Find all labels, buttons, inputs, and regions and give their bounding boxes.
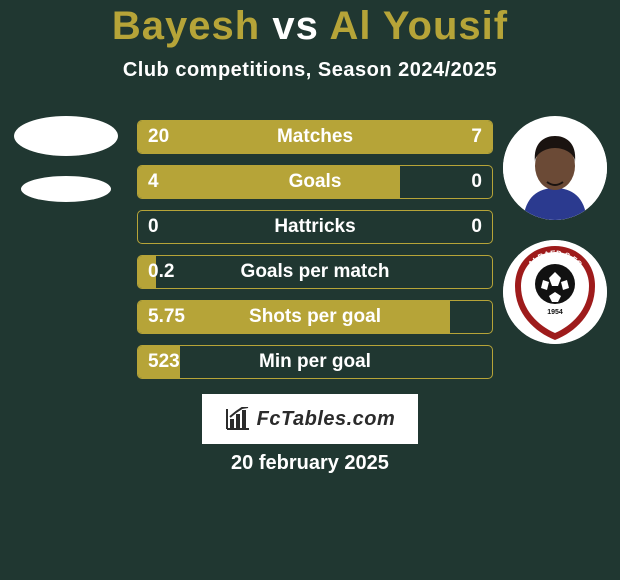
stat-row: 40Goals xyxy=(137,165,493,199)
stat-label: Min per goal xyxy=(138,346,492,378)
subtitle: Club competitions, Season 2024/2025 xyxy=(0,59,620,82)
branding-badge: FcTables.com xyxy=(202,394,418,444)
title-vs: vs xyxy=(260,4,329,48)
title-left: Bayesh xyxy=(112,4,260,48)
club-crest-icon: 1954 ALRAED S.FC xyxy=(503,240,607,344)
club-crest-right: 1954 ALRAED S.FC xyxy=(503,240,607,344)
stat-row: 0.2Goals per match xyxy=(137,255,493,289)
player-avatar-left xyxy=(14,116,118,156)
stat-label: Goals xyxy=(138,166,492,198)
comparison-card: Bayesh vs Al Yousif Club competitions, S… xyxy=(0,0,620,580)
chart-icon xyxy=(225,407,251,431)
player-avatar-right xyxy=(503,116,607,220)
stat-row: 523Min per goal xyxy=(137,345,493,379)
stat-label: Matches xyxy=(138,121,492,153)
player-photo-icon xyxy=(503,122,607,220)
branding-text: FcTables.com xyxy=(257,408,396,431)
stat-label: Hattricks xyxy=(138,211,492,243)
page-title: Bayesh vs Al Yousif xyxy=(0,0,620,49)
date-text: 20 february 2025 xyxy=(0,452,620,475)
stat-row: 207Matches xyxy=(137,120,493,154)
stat-label: Shots per goal xyxy=(138,301,492,333)
right-avatars-column: 1954 ALRAED S.FC xyxy=(497,116,612,364)
stat-row: 5.75Shots per goal xyxy=(137,300,493,334)
svg-text:1954: 1954 xyxy=(547,309,563,316)
stat-label: Goals per match xyxy=(138,256,492,288)
stat-row: 00Hattricks xyxy=(137,210,493,244)
stat-rows: 207Matches 40Goals 00Hattricks 0.2Goals per… xyxy=(137,120,493,390)
left-avatars-column xyxy=(8,116,123,222)
title-right: Al Yousif xyxy=(329,4,508,48)
club-crest-left xyxy=(21,176,111,202)
